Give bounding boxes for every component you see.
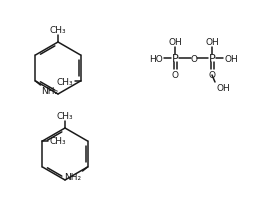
Text: HO: HO xyxy=(149,54,163,63)
Text: O: O xyxy=(171,71,178,80)
Text: P: P xyxy=(172,54,178,64)
Text: OH: OH xyxy=(216,84,230,92)
Text: NH₂: NH₂ xyxy=(41,87,59,96)
Text: NH₂: NH₂ xyxy=(64,172,82,181)
Text: CH₃: CH₃ xyxy=(50,26,66,35)
Text: P: P xyxy=(209,54,215,64)
Text: O: O xyxy=(208,71,215,80)
Text: CH₃: CH₃ xyxy=(49,137,66,146)
Text: CH₃: CH₃ xyxy=(57,111,73,121)
Text: O: O xyxy=(190,54,197,63)
Text: OH: OH xyxy=(224,54,238,63)
Text: OH: OH xyxy=(205,38,219,47)
Text: CH₃: CH₃ xyxy=(57,77,74,86)
Text: OH: OH xyxy=(168,38,182,47)
